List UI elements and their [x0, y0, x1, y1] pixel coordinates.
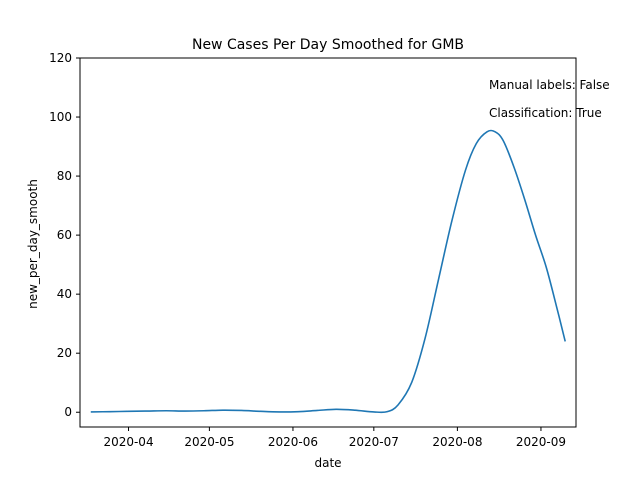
y-axis-label: new_per_day_smooth — [26, 179, 40, 309]
chart-title: New Cases Per Day Smoothed for GMB — [192, 37, 464, 53]
y-tick-label: 40 — [57, 287, 72, 301]
y-tick-label: 20 — [57, 346, 72, 360]
x-tick-label: 2020-05 — [184, 435, 234, 449]
x-tick-label: 2020-06 — [268, 435, 318, 449]
series-line-0 — [90, 129, 566, 414]
plot-frame — [79, 57, 577, 428]
y-tick-label: 100 — [49, 110, 72, 124]
y-tick-label: 60 — [57, 228, 72, 242]
annotation-classification: Classification: True — [489, 106, 602, 120]
plot-area: 2020-04 2020-05 2020-06 2020-07 2020-08 2020-… — [49, 51, 577, 449]
x-tick-label: 2020-04 — [103, 435, 153, 449]
x-tick-label: 2020-09 — [516, 435, 566, 449]
annotation-manual-labels: Manual labels: False — [489, 78, 610, 92]
x-tick-label: 2020-07 — [349, 435, 399, 449]
y-tick-label: 120 — [49, 51, 72, 65]
y-tick-label: 0 — [64, 405, 72, 419]
x-tick-label: 2020-08 — [432, 435, 482, 449]
y-tick-label: 80 — [57, 169, 72, 183]
x-axis-label: date — [314, 456, 341, 470]
